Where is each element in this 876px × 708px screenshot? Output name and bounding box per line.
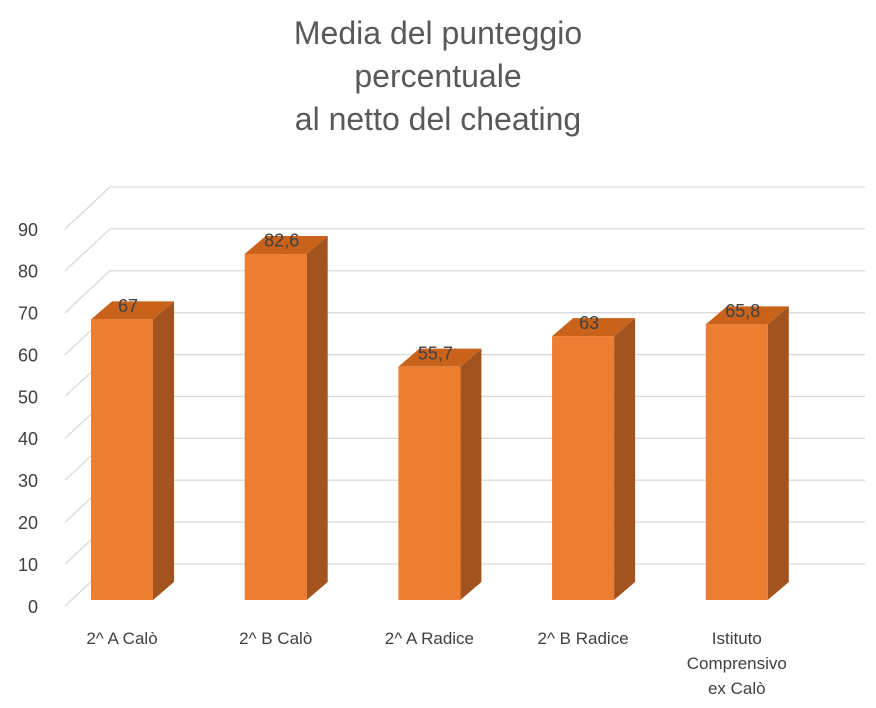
y-tick-label: 70 [18,304,38,324]
bar-side [460,348,482,600]
y-tick-label: 60 [18,345,38,365]
data-label: 67 [118,296,138,316]
chart-title: Media del punteggio percentuale al netto… [293,15,583,137]
y-tick-label: 80 [18,262,38,282]
bar-top [398,348,482,367]
bar [244,253,307,600]
data-label: 65,8 [725,301,760,321]
data-label: 82,6 [264,231,299,251]
bar-side [614,318,636,600]
data-label: 63 [579,313,599,333]
y-tick-label: 50 [18,387,38,407]
bar-side [767,306,789,600]
bar-top [552,318,636,337]
grid-line [64,270,111,314]
y-tick-label: 90 [18,220,38,240]
bar [705,324,768,600]
x-tick-label: 2^ B Calò [239,629,313,648]
x-tick-label: 2^ A Radice [384,629,475,648]
bar-top [244,235,328,254]
x-tick-label: 2^ B Radice [537,629,629,648]
bar-top [91,301,174,320]
y-tick-label: 40 [18,429,38,449]
grid-line [64,186,111,230]
bar-top [705,306,789,325]
y-tick-label: 30 [18,471,38,491]
bar [398,366,461,600]
bar-side [153,301,174,600]
y-tick-label: 0 [28,597,38,617]
x-tick-label: 2^ A Calò [86,629,158,648]
y-tick-label: 20 [18,513,38,533]
data-label: 55,7 [418,343,453,363]
x-tick-label: Istituto Comprensivo ex Calò [686,629,787,698]
grid-line [64,228,111,272]
bar [91,319,153,600]
y-tick-label: 10 [18,555,38,575]
bar-side [306,235,328,600]
bar [552,336,615,600]
